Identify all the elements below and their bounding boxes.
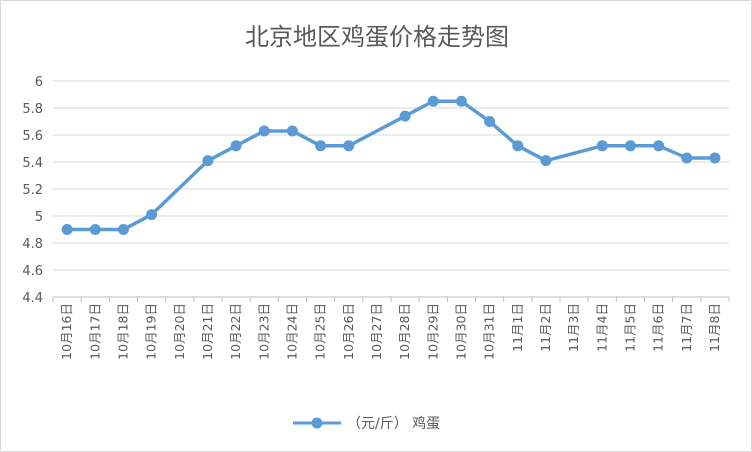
x-tick-label: 10月30日 <box>453 303 468 360</box>
data-point <box>146 209 158 221</box>
x-tick-label: 10月19日 <box>144 303 159 360</box>
x-tick-label: 11月3日 <box>566 303 581 352</box>
data-point <box>343 140 355 152</box>
x-tick-label: 10月27日 <box>369 303 384 360</box>
data-point <box>484 116 496 127</box>
data-point <box>286 125 298 137</box>
data-point <box>540 155 552 167</box>
data-point <box>455 95 467 107</box>
legend: （元/斤） 鸡蛋 <box>293 415 440 432</box>
data-point <box>230 140 242 152</box>
data-point <box>202 155 214 167</box>
series-line <box>65 99 717 232</box>
x-tick-label: 11月8日 <box>707 303 722 352</box>
data-point <box>89 224 101 235</box>
data-point <box>427 95 439 107</box>
gridlines <box>53 80 729 298</box>
x-tick-label: 10月22日 <box>228 303 243 360</box>
x-tick-label: 10月17日 <box>87 303 102 360</box>
data-point <box>681 152 693 164</box>
x-tick-label: 11月7日 <box>679 303 694 352</box>
y-tick-label: 5.2 <box>22 183 43 198</box>
x-tick-label: 10月26日 <box>341 303 356 360</box>
x-tick-label: 10月16日 <box>59 303 74 360</box>
data-point <box>315 140 327 152</box>
data-point <box>624 140 636 152</box>
y-tick-label: 4.4 <box>22 291 43 306</box>
y-tick-label: 6 <box>35 75 43 90</box>
data-point <box>709 152 721 164</box>
x-tick-label: 11月2日 <box>538 303 553 352</box>
x-tick-label: 11月6日 <box>651 303 666 352</box>
x-tick-label: 10月25日 <box>313 303 328 360</box>
y-tick-label: 5.8 <box>22 102 43 117</box>
x-tick-label: 10月24日 <box>284 303 299 360</box>
data-point <box>61 224 73 235</box>
x-tick-label: 11月4日 <box>594 303 609 352</box>
x-tick-label: 10月20日 <box>172 303 187 360</box>
x-axis-ticks: 10月16日 10月17日 10月18日 10月19日 10月20日 10月21日 10月2… <box>59 303 722 360</box>
data-point <box>258 125 270 137</box>
series-egg-price <box>61 95 721 235</box>
data-point <box>117 224 129 235</box>
x-tick-label: 10月31日 <box>482 303 497 360</box>
legend-marker-icon <box>311 417 323 429</box>
y-axis-ticks: 4.4 4.6 4.8 5 5.2 5.4 5.6 5.8 6 <box>22 75 43 306</box>
y-tick-label: 5 <box>35 210 43 225</box>
y-tick-label: 4.6 <box>22 264 43 279</box>
x-tick-label: 10月18日 <box>115 303 130 360</box>
x-tick-label: 11月1日 <box>510 303 525 352</box>
x-tick-label: 11月5日 <box>622 303 637 352</box>
x-tick-label: 10月28日 <box>397 303 412 360</box>
chart-title: 北京地区鸡蛋价格走势图 <box>245 23 509 51</box>
x-axis <box>52 297 730 302</box>
y-tick-label: 5.6 <box>22 129 43 144</box>
y-tick-label: 5.4 <box>22 156 43 171</box>
y-tick-label: 4.8 <box>22 237 43 252</box>
legend-series-label: （元/斤） 鸡蛋 <box>347 415 440 432</box>
x-tick-label: 10月21日 <box>200 303 215 360</box>
data-point <box>596 140 608 152</box>
x-tick-label: 10月23日 <box>256 303 271 360</box>
x-tick-label: 10月29日 <box>425 303 440 360</box>
data-point <box>653 140 665 152</box>
data-point <box>399 110 411 122</box>
data-point <box>512 140 524 152</box>
